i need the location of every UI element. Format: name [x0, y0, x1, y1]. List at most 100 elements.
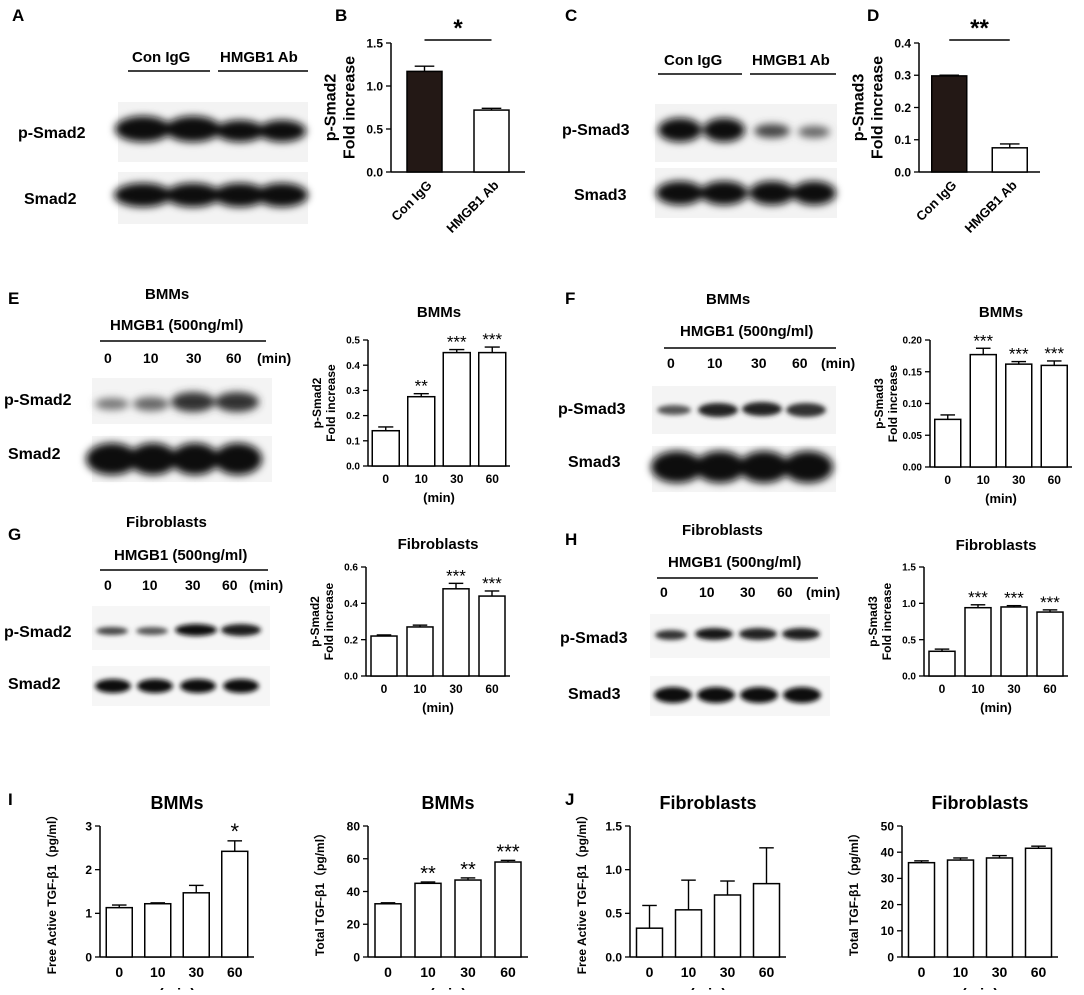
j1-bar — [674, 909, 703, 958]
e-ytick-label: 0.1 — [346, 436, 360, 447]
f-xtick-label: 10 — [977, 473, 991, 487]
b-ytick-label: 0.0 — [366, 165, 383, 179]
chart-d-p-smad3-ab: 0.0 0.1 0.2 0.3 0.4 p-Smad3 Fold increase Con I… — [850, 15, 1040, 236]
chart-b-p-smad2-ab: 0.0 0.5 1.0 1.5 p-Smad2 Fold increase Con IgG H… — [322, 15, 525, 236]
i2-ylabel: Total TGF-β1（pg/ml） — [312, 827, 327, 956]
j1-xlabel: (min) — [690, 986, 727, 990]
blot-f-treatment: HMGB1 (500ng/ml) — [680, 323, 813, 340]
j2-xtick-label: 10 — [953, 964, 969, 980]
i2-sig-stars: *** — [496, 841, 520, 863]
i1-sig-stars: * — [230, 819, 239, 844]
f-xtick-label: 0 — [944, 473, 951, 487]
j2-title: Fibroblasts — [931, 793, 1028, 813]
e-xtick-label: 30 — [450, 472, 464, 486]
i1-bar — [182, 892, 210, 958]
blot-c-row-2: Smad3 — [574, 187, 627, 204]
blot-a-group-1: Con IgG — [132, 49, 190, 66]
d-ytick-label: 0.0 — [894, 165, 911, 179]
j2-bar — [985, 857, 1014, 958]
h-bar — [1036, 611, 1064, 677]
blot-g-title: Fibroblasts — [126, 514, 207, 531]
j2-ytick-label: 50 — [881, 819, 895, 833]
chart-h-fib-p-smad3: 0.0 0.5 1.0 1.5 Fibroblasts p-Smad3 Fold incre… — [866, 537, 1068, 715]
j2-bar — [907, 861, 936, 958]
blot-a-row-1: p-Smad2 — [18, 125, 86, 142]
f-ytick-label: 0.00 — [903, 463, 923, 474]
g-xlabel: (min) — [422, 700, 454, 715]
j2-xlabel: (min) — [962, 986, 999, 990]
g-ylabel: Fold increase — [322, 583, 336, 661]
h-sig-stars: *** — [968, 588, 988, 607]
j1-ytick-label: 0.5 — [605, 907, 622, 921]
h-title: Fibroblasts — [956, 537, 1037, 554]
blot-g-time-unit: (min) — [249, 577, 283, 593]
h-sig-stars: *** — [1004, 589, 1024, 608]
blot-f: BMMs HMGB1 (500ng/ml) 0 10 30 60 (min) p… — [558, 291, 855, 492]
h-xtick-label: 30 — [1007, 682, 1021, 696]
i1-bar — [221, 850, 249, 958]
g-ytick-label: 0.6 — [344, 563, 358, 574]
d-ylabel: Fold increase — [870, 56, 887, 159]
i2-xtick-label: 30 — [460, 964, 476, 980]
blot-h-time-0: 0 — [660, 584, 668, 600]
blot-f-row-2: Smad3 — [568, 454, 621, 471]
g-ytick-label: 0.0 — [344, 672, 358, 683]
h-xlabel: (min) — [980, 700, 1012, 715]
j2-bar — [946, 859, 975, 958]
j2-xtick-label: 30 — [992, 964, 1008, 980]
g-xtick-label: 30 — [449, 682, 463, 696]
h-ylabel: Fold increase — [880, 583, 894, 661]
i1-title: BMMs — [151, 793, 204, 813]
g-bar — [442, 588, 470, 677]
j2-ylabel: Total TGF-β1（pg/ml） — [846, 827, 861, 956]
i2-bar — [454, 879, 482, 958]
blot-c-group-1: Con IgG — [664, 52, 722, 69]
h-sig-stars: *** — [1040, 593, 1060, 612]
g-bar — [370, 635, 398, 677]
j1-ytick-label: 1.0 — [605, 863, 622, 877]
d-bar — [931, 75, 968, 173]
d-ytick-label: 0.2 — [894, 101, 911, 115]
j2-xtick-label: 60 — [1031, 964, 1047, 980]
e-xtick-label: 0 — [382, 472, 389, 486]
blot-a-row-2: Smad2 — [24, 191, 77, 208]
blot-f-time-60: 60 — [792, 355, 808, 371]
d-sig-stars: ** — [970, 15, 989, 42]
blot-g-time-60: 60 — [222, 577, 238, 593]
panel-letter-j: J — [565, 790, 574, 809]
b-ylabel: p-Smad2 — [322, 74, 339, 142]
j2-ytick-label: 10 — [881, 924, 895, 938]
j1-xtick-label: 30 — [720, 964, 736, 980]
h-xtick-label: 10 — [971, 682, 985, 696]
i1-bar — [105, 906, 133, 958]
b-bar — [473, 109, 510, 173]
i2-ytick-label: 80 — [347, 819, 361, 833]
panel-letter-f: F — [565, 289, 575, 308]
f-sig-stars: *** — [973, 331, 993, 350]
j2-xtick-label: 0 — [918, 964, 926, 980]
j1-xtick-label: 60 — [759, 964, 775, 980]
f-title: BMMs — [979, 304, 1023, 321]
j1-ytick-label: 0.0 — [605, 950, 622, 964]
h-ytick-label: 0.5 — [902, 635, 916, 646]
i2-ytick-label: 40 — [347, 885, 361, 899]
blot-h-row-1: p-Smad3 — [560, 630, 628, 647]
blot-h-row-2: Smad3 — [568, 686, 621, 703]
e-ytick-label: 0.0 — [346, 462, 360, 473]
i1-xlabel: (min) — [159, 986, 196, 990]
i1-xtick-label: 0 — [115, 964, 123, 980]
blot-c-group-2: HMGB1 Ab — [752, 52, 830, 69]
blot-h-title: Fibroblasts — [682, 522, 763, 539]
blot-h: Fibroblasts HMGB1 (500ng/ml) 0 10 30 60 … — [560, 522, 840, 716]
i2-ytick-label: 0 — [353, 950, 360, 964]
i1-ytick-label: 0 — [85, 950, 92, 964]
g-sig-stars: *** — [446, 566, 466, 585]
chart-j-fib-free-tgf: 0.0 0.5 1.0 1.5 Fibroblasts Free Active TGF-β… — [574, 793, 786, 995]
b-ylabel: Fold increase — [342, 56, 359, 159]
f-bar — [1040, 364, 1068, 468]
e-title: BMMs — [417, 304, 461, 321]
i1-bar — [144, 902, 172, 958]
j1-bar — [713, 894, 742, 958]
j2-bar — [1024, 847, 1053, 958]
